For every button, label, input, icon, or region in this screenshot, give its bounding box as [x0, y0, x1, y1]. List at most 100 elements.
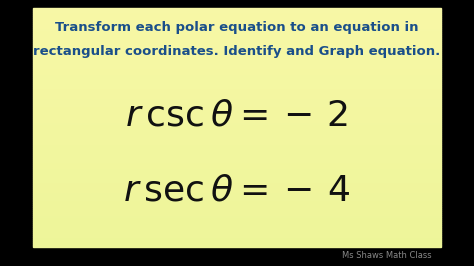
Bar [33, 96, 441, 98]
Bar [33, 122, 441, 124]
Bar [33, 188, 441, 189]
Bar [33, 112, 441, 114]
Text: $r\,\mathrm{sec}\,\theta = -\,4$: $r\,\mathrm{sec}\,\theta = -\,4$ [123, 173, 351, 207]
Bar [33, 227, 441, 229]
Bar [33, 14, 441, 16]
Bar [33, 218, 441, 219]
Bar [33, 207, 441, 210]
Bar [33, 102, 441, 104]
Bar [33, 10, 441, 12]
Bar [33, 157, 441, 160]
Bar [33, 12, 441, 14]
Bar [33, 197, 441, 200]
Bar [33, 90, 441, 92]
Bar [33, 100, 441, 102]
Bar [33, 118, 441, 120]
Bar [33, 126, 441, 128]
Bar [33, 68, 441, 70]
Bar [33, 149, 441, 152]
Bar [33, 52, 441, 54]
Bar [33, 223, 441, 226]
Bar [33, 138, 441, 140]
Bar [33, 58, 441, 60]
Bar [33, 239, 441, 242]
Bar [33, 22, 441, 24]
Bar [33, 40, 441, 42]
Bar [33, 70, 441, 72]
Bar [33, 219, 441, 221]
Bar [33, 64, 441, 66]
Bar [33, 114, 441, 116]
Bar [33, 140, 441, 142]
Bar [33, 16, 441, 18]
Bar [33, 42, 441, 44]
Bar [33, 62, 441, 64]
Bar [33, 172, 441, 174]
Bar [33, 30, 441, 32]
Bar [33, 20, 441, 22]
Bar [33, 54, 441, 56]
Bar [33, 124, 441, 126]
Bar [33, 186, 441, 188]
Bar [33, 210, 441, 211]
Bar [33, 174, 441, 176]
Bar [33, 235, 441, 238]
Bar [33, 44, 441, 46]
Bar [33, 238, 441, 239]
Bar [33, 196, 441, 197]
Bar [33, 180, 441, 182]
Bar [33, 46, 441, 48]
Bar [33, 88, 441, 90]
Bar [33, 106, 441, 108]
Bar [33, 215, 441, 218]
Bar [33, 152, 441, 154]
Bar [33, 164, 441, 165]
Bar [33, 132, 441, 134]
Bar [33, 48, 441, 50]
Bar [33, 84, 441, 86]
Bar [33, 192, 441, 194]
Bar [33, 26, 441, 28]
Text: rectangular coordinates. Identify and Graph equation.: rectangular coordinates. Identify and Gr… [33, 45, 441, 58]
Bar [33, 32, 441, 34]
Bar [33, 156, 441, 157]
Bar [33, 108, 441, 110]
Bar [33, 178, 441, 180]
Bar [33, 189, 441, 192]
Bar [33, 226, 441, 227]
Bar [33, 136, 441, 138]
Bar [33, 78, 441, 80]
Bar [33, 36, 441, 38]
Bar [33, 120, 441, 122]
Bar [33, 34, 441, 36]
Bar [33, 142, 441, 144]
Text: Ms Shaws Math Class: Ms Shaws Math Class [342, 251, 431, 260]
Bar [33, 92, 441, 94]
Bar [33, 134, 441, 136]
Bar [33, 200, 441, 202]
Bar [33, 211, 441, 213]
Bar [33, 182, 441, 184]
Bar [33, 82, 441, 84]
Bar [33, 194, 441, 196]
Bar [33, 18, 441, 20]
Bar [33, 213, 441, 215]
Bar [33, 72, 441, 74]
Bar [33, 231, 441, 234]
Bar [33, 221, 441, 223]
Bar [33, 162, 441, 164]
Bar [33, 184, 441, 186]
Bar [33, 74, 441, 76]
Bar [33, 24, 441, 26]
Bar [33, 205, 441, 207]
Bar [33, 154, 441, 156]
Bar [33, 56, 441, 58]
Text: Transform each polar equation to an equation in: Transform each polar equation to an equa… [55, 22, 419, 34]
Bar [33, 94, 441, 96]
Bar [33, 110, 441, 112]
Bar [33, 165, 441, 168]
Bar [33, 60, 441, 62]
Bar [33, 116, 441, 118]
Bar [33, 203, 441, 206]
Bar [33, 28, 441, 30]
